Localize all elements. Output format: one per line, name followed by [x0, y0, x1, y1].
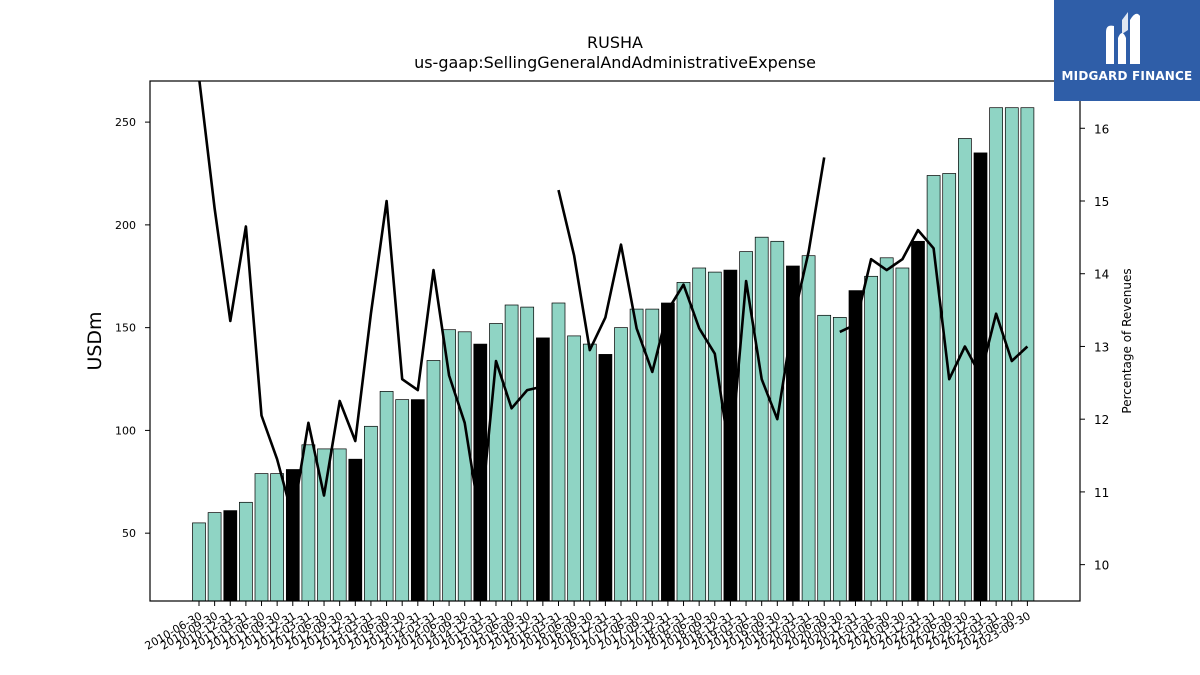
line-segment	[557, 157, 826, 461]
chart-subtitle: us-gaap:SellingGeneralAndAdministrativeE…	[414, 53, 816, 72]
bar	[989, 107, 1003, 602]
line-series	[198, 81, 1029, 523]
y2-tick-label: 10	[1094, 559, 1109, 573]
bar	[536, 337, 550, 602]
logo-text: MIDGARD FINANCE	[1061, 69, 1193, 83]
bar	[364, 425, 378, 602]
bar	[864, 275, 878, 602]
bar	[832, 317, 847, 602]
y-tick-label: 250	[115, 116, 136, 129]
bar	[598, 354, 613, 602]
bar	[239, 501, 253, 602]
bar	[973, 152, 988, 602]
y2-tick-label: 13	[1094, 340, 1109, 354]
bar	[254, 473, 269, 602]
bar	[192, 522, 206, 602]
bar	[520, 306, 535, 602]
bar	[567, 335, 581, 602]
bar	[895, 267, 910, 602]
line-segment	[839, 228, 1029, 381]
y2-tick-label: 15	[1094, 195, 1109, 209]
right-axis-ticks: 10 11 12 13 14 15 16	[1080, 122, 1109, 573]
bar	[1004, 107, 1019, 602]
bar	[270, 473, 284, 602]
y-tick-label: 150	[115, 322, 136, 335]
bar	[379, 391, 394, 602]
bar	[504, 304, 519, 602]
bar	[410, 399, 425, 602]
y2-axis-label: Percentage of Revenues	[1120, 268, 1134, 413]
bar	[817, 314, 832, 602]
midgard-finance-logo: MIDGARD FINANCE	[1054, 0, 1200, 101]
bar	[332, 448, 347, 602]
y2-tick-label: 16	[1094, 122, 1109, 136]
bar	[926, 175, 941, 602]
line-segment	[198, 81, 544, 523]
y2-tick-label: 11	[1094, 486, 1109, 500]
bar	[207, 512, 222, 602]
bar	[879, 257, 894, 602]
bar	[676, 282, 691, 602]
bar	[801, 255, 816, 602]
bar	[629, 308, 644, 602]
plot-frame	[149, 80, 1081, 602]
x-axis-ticks: 2010-06-302010-09-302010-12-312011-03-31…	[143, 601, 1033, 653]
y2-tick-label: 14	[1094, 268, 1109, 282]
bar	[426, 360, 441, 602]
y-tick-label: 200	[115, 219, 136, 232]
bar	[661, 302, 675, 602]
logo-mark-icon	[1106, 12, 1140, 65]
bar	[395, 399, 410, 602]
bar	[911, 240, 925, 602]
bar	[348, 458, 363, 602]
y-tick-label: 100	[115, 424, 136, 437]
bar	[457, 331, 472, 602]
bar	[551, 302, 566, 602]
bar	[614, 327, 628, 602]
bar	[707, 271, 722, 602]
y2-tick-label: 12	[1094, 413, 1109, 427]
bar-series	[192, 107, 1035, 602]
bar	[301, 444, 316, 602]
y-tick-label: 50	[122, 527, 136, 540]
bar	[754, 236, 769, 602]
bar	[582, 343, 597, 602]
bar	[770, 240, 785, 602]
chart-title: RUSHA	[587, 33, 643, 52]
left-axis-ticks: 50 100 150 200 250	[115, 116, 150, 540]
bar	[942, 173, 957, 602]
y-axis-label: USDm	[84, 311, 106, 370]
bar	[958, 138, 972, 602]
bar	[223, 510, 238, 602]
bar	[1020, 107, 1035, 602]
bar	[848, 290, 863, 602]
